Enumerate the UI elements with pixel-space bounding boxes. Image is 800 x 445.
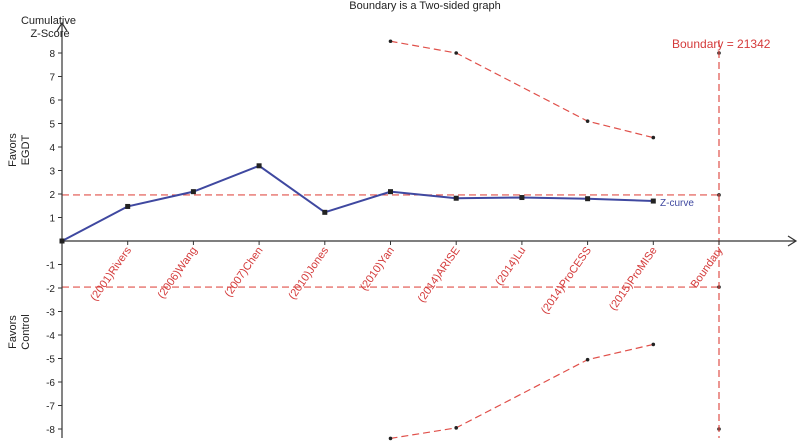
z-curve-point: [256, 163, 262, 169]
x-tick-label: (2001)Rivers: [88, 244, 134, 303]
z-curve-point: [59, 238, 65, 244]
boundary-label: Boundary = 21342: [672, 37, 771, 51]
x-tick-label: (2007)Chen: [222, 245, 265, 299]
y-axis-label-line2: Z-Score: [30, 28, 69, 40]
monitoring-boundary-lower-point: [388, 436, 393, 441]
y-tick-label: 3: [49, 167, 55, 178]
y-tick-label: -6: [46, 378, 55, 389]
y-tick-label: -1: [46, 261, 55, 272]
z-curve-point: [322, 209, 328, 215]
y-tick-label: 6: [49, 96, 55, 107]
z-curve-point: [519, 195, 525, 201]
y-tick-label: 8: [49, 49, 55, 60]
y-tick-label: -8: [46, 425, 55, 436]
y-tick-label: -5: [46, 355, 55, 366]
y-axis-label-line1: Cumulative: [21, 15, 76, 27]
monitoring-boundary-upper-point: [651, 135, 656, 140]
y-ticks: -8 -7 -6 -5 -4 -3 -2 -1 1 2 3 4 5 6 7 8: [46, 49, 62, 436]
z-curve-point: [453, 195, 459, 201]
monitoring-boundary-upper: [390, 40, 654, 139]
z-curve-point: [388, 189, 393, 195]
monitoring-boundary-lower: [390, 343, 654, 439]
x-tick-label: (2015)ProMISe: [607, 245, 660, 313]
z-curve-point: [650, 198, 656, 204]
z-curve-line: [61, 164, 654, 242]
z-curve-point: [190, 189, 196, 195]
y-tick-label: -4: [46, 331, 55, 342]
favors-control-label: Favors Control: [7, 314, 32, 349]
y-axis-arrow: [56, 21, 68, 32]
favors-upper-text-2: EGDT: [20, 134, 32, 165]
favors-lower-text: Favors: [7, 315, 19, 349]
y-tick-label: 5: [49, 120, 55, 131]
monitoring-boundaries: [388, 39, 721, 441]
favors-lower-text-2: Control: [20, 314, 32, 349]
x-tick-label: (2014)ProCESS: [539, 245, 594, 316]
x-tick-label: (2006)Wang: [156, 245, 200, 301]
y-tick-label: 7: [49, 73, 55, 84]
y-tick-label: -2: [46, 284, 55, 295]
y-tick-label: 1: [49, 214, 55, 225]
x-tick-label: Boundary: [689, 244, 726, 290]
x-tick-label: (2010)Jones: [286, 244, 331, 301]
x-tick-label: (2010)Yan: [358, 245, 397, 293]
x-axis-arrow: [787, 235, 798, 247]
monitoring-boundary-upper-point: [388, 39, 393, 44]
y-tick-label: -7: [46, 402, 55, 413]
x-tick-labels: (2001)Rivers (2006)Wang (2007)Chen (2010)Jo…: [88, 241, 726, 316]
x-tick-label: (2014)Lu: [493, 245, 528, 288]
z-curve-point: [585, 196, 591, 202]
monitoring-boundary-upper-point: [585, 119, 590, 123]
chart-title: Boundary is a Two-sided graph: [349, 0, 500, 12]
x-tick-label: (2014)ARISE: [416, 245, 463, 305]
y-tick-label: 2: [49, 190, 55, 201]
favors-egdt-label: Favors EGDT: [7, 133, 32, 167]
favors-upper-text: Favors: [7, 133, 19, 167]
monitoring-boundary-upper-point: [454, 51, 459, 55]
monitoring-boundary-lower-point: [585, 357, 590, 362]
monitoring-boundary-lower-point: [651, 342, 656, 347]
z-curve-point: [125, 203, 131, 209]
monitoring-boundary-lower-point: [454, 426, 459, 430]
axes: [56, 21, 798, 438]
y-tick-label: 4: [49, 143, 55, 154]
y-axis-label: Cumulative Z-Score: [21, 15, 79, 40]
z-curve: [59, 163, 656, 244]
y-tick-label: -3: [46, 308, 55, 319]
z-curve-label: Z-curve: [660, 198, 694, 209]
